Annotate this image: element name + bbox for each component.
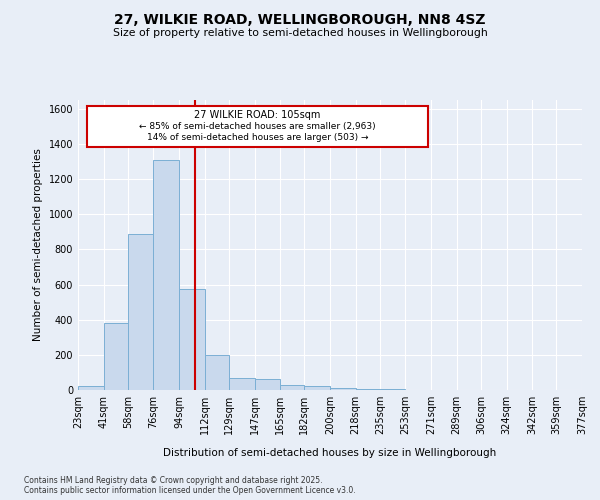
- Text: 27, WILKIE ROAD, WELLINGBOROUGH, NN8 4SZ: 27, WILKIE ROAD, WELLINGBOROUGH, NN8 4SZ: [114, 12, 486, 26]
- Text: ← 85% of semi-detached houses are smaller (2,963): ← 85% of semi-detached houses are smalle…: [139, 122, 376, 131]
- FancyBboxPatch shape: [86, 106, 428, 146]
- Bar: [179, 289, 205, 390]
- Text: Distribution of semi-detached houses by size in Wellingborough: Distribution of semi-detached houses by …: [163, 448, 497, 458]
- Bar: [104, 323, 128, 390]
- Bar: [330, 388, 356, 390]
- Text: Contains HM Land Registry data © Crown copyright and database right 2025.
Contai: Contains HM Land Registry data © Crown c…: [24, 476, 356, 495]
- Text: Size of property relative to semi-detached houses in Wellingborough: Size of property relative to semi-detach…: [113, 28, 487, 38]
- Bar: [254, 378, 280, 390]
- Bar: [304, 386, 330, 390]
- Bar: [205, 355, 229, 390]
- Bar: [154, 160, 179, 390]
- Text: 27 WILKIE ROAD: 105sqm: 27 WILKIE ROAD: 105sqm: [194, 110, 320, 120]
- Bar: [128, 234, 154, 390]
- Text: 14% of semi-detached houses are larger (503) →: 14% of semi-detached houses are larger (…: [146, 133, 368, 142]
- Bar: [280, 384, 304, 390]
- Bar: [356, 389, 380, 390]
- Y-axis label: Number of semi-detached properties: Number of semi-detached properties: [33, 148, 43, 342]
- Bar: [229, 378, 254, 390]
- Bar: [78, 386, 104, 390]
